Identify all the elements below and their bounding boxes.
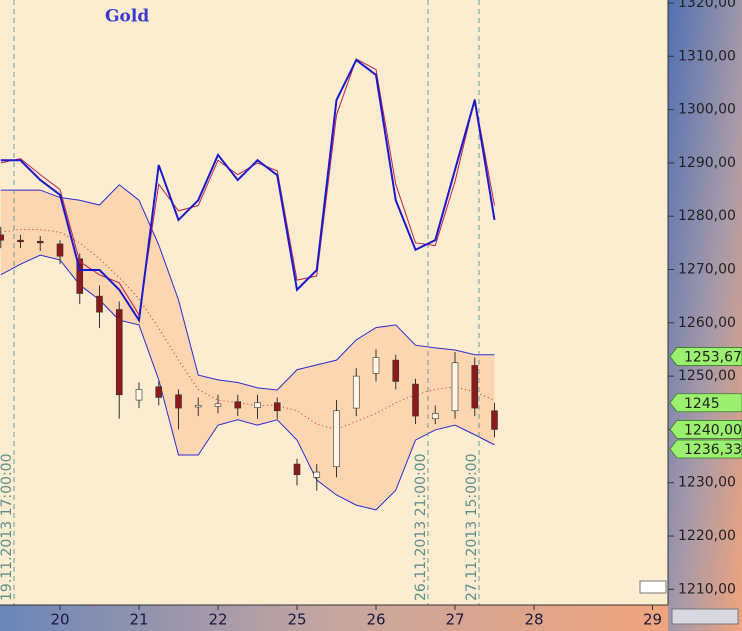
y-tick-label: 1280,00 bbox=[678, 208, 736, 224]
chart-title: Gold bbox=[105, 7, 149, 27]
candle-body bbox=[352, 375, 360, 409]
candle-body bbox=[135, 389, 143, 401]
candle-body bbox=[412, 383, 419, 417]
candle-body bbox=[115, 309, 123, 396]
price-marker bbox=[669, 420, 742, 439]
x-tick-label: 26 bbox=[366, 611, 385, 629]
scroll-buttons[interactable] bbox=[671, 608, 739, 625]
time-marker-label: 19.11.2013 17:00:00 bbox=[0, 454, 15, 602]
price-marker-label: 1245 bbox=[684, 396, 720, 412]
candle-body bbox=[234, 401, 242, 409]
x-tick-label: 20 bbox=[50, 611, 69, 629]
price-marker bbox=[669, 347, 742, 366]
candle-body bbox=[0, 234, 5, 241]
time-marker-label: 26.11.2013 21:00:00 bbox=[413, 454, 429, 602]
y-tick-label: 1300,00 bbox=[678, 102, 736, 118]
y-tick-label: 1270,00 bbox=[678, 262, 736, 278]
y-tick-label: 1220,00 bbox=[678, 528, 736, 544]
candle-body bbox=[17, 239, 24, 243]
candle-body bbox=[254, 402, 261, 408]
zoom-button[interactable] bbox=[639, 580, 667, 594]
y-tick-label: 1260,00 bbox=[678, 315, 736, 331]
candle-body bbox=[451, 362, 459, 412]
candle-body bbox=[392, 359, 400, 382]
candle-body bbox=[96, 295, 103, 313]
candle-body bbox=[471, 365, 479, 409]
upper-band bbox=[0, 184, 495, 391]
candle-body bbox=[214, 403, 222, 407]
candle-body bbox=[431, 413, 439, 420]
candle-body bbox=[194, 405, 202, 408]
price-axis bbox=[668, 0, 742, 631]
candle-body bbox=[491, 410, 498, 430]
y-tick-label: 1250,00 bbox=[678, 368, 736, 384]
price-marker-label: 1236,33 bbox=[684, 442, 742, 458]
candle-body bbox=[313, 471, 321, 478]
nav-buttons[interactable] bbox=[639, 580, 739, 625]
candle-body bbox=[76, 258, 84, 294]
time-axis bbox=[0, 605, 668, 631]
candle-body bbox=[293, 463, 301, 476]
y-tick-label: 1230,00 bbox=[678, 475, 736, 491]
x-tick-label: 27 bbox=[445, 611, 464, 629]
x-tick-label: 22 bbox=[208, 611, 227, 629]
candle-body bbox=[36, 240, 44, 244]
band-area bbox=[0, 184, 495, 510]
price-marker-label: 1240,00 bbox=[684, 422, 742, 438]
oscillator-line bbox=[0, 58, 496, 323]
candle-body bbox=[333, 410, 340, 468]
price-marker bbox=[669, 393, 742, 413]
x-tick-label: 21 bbox=[129, 611, 148, 629]
x-tick-label: 29 bbox=[643, 611, 662, 629]
middle-band bbox=[0, 229, 495, 430]
y-tick-label: 1210,00 bbox=[678, 581, 736, 597]
y-tick-label: 1320,00 bbox=[678, 0, 736, 11]
candle-body bbox=[273, 402, 281, 412]
price-marker bbox=[669, 439, 742, 459]
candle-body bbox=[155, 386, 163, 398]
time-marker-label: 27.11.2013 15:00:00 bbox=[464, 454, 480, 602]
candle-body bbox=[175, 394, 182, 409]
price-marker-label: 1253,67 bbox=[684, 350, 742, 366]
x-tick-label: 28 bbox=[524, 611, 543, 629]
x-tick-label: 25 bbox=[287, 611, 306, 629]
y-tick-label: 1310,00 bbox=[678, 48, 736, 64]
candle-body bbox=[372, 357, 380, 374]
candle-body bbox=[56, 243, 64, 257]
y-tick-label: 1290,00 bbox=[678, 155, 736, 171]
